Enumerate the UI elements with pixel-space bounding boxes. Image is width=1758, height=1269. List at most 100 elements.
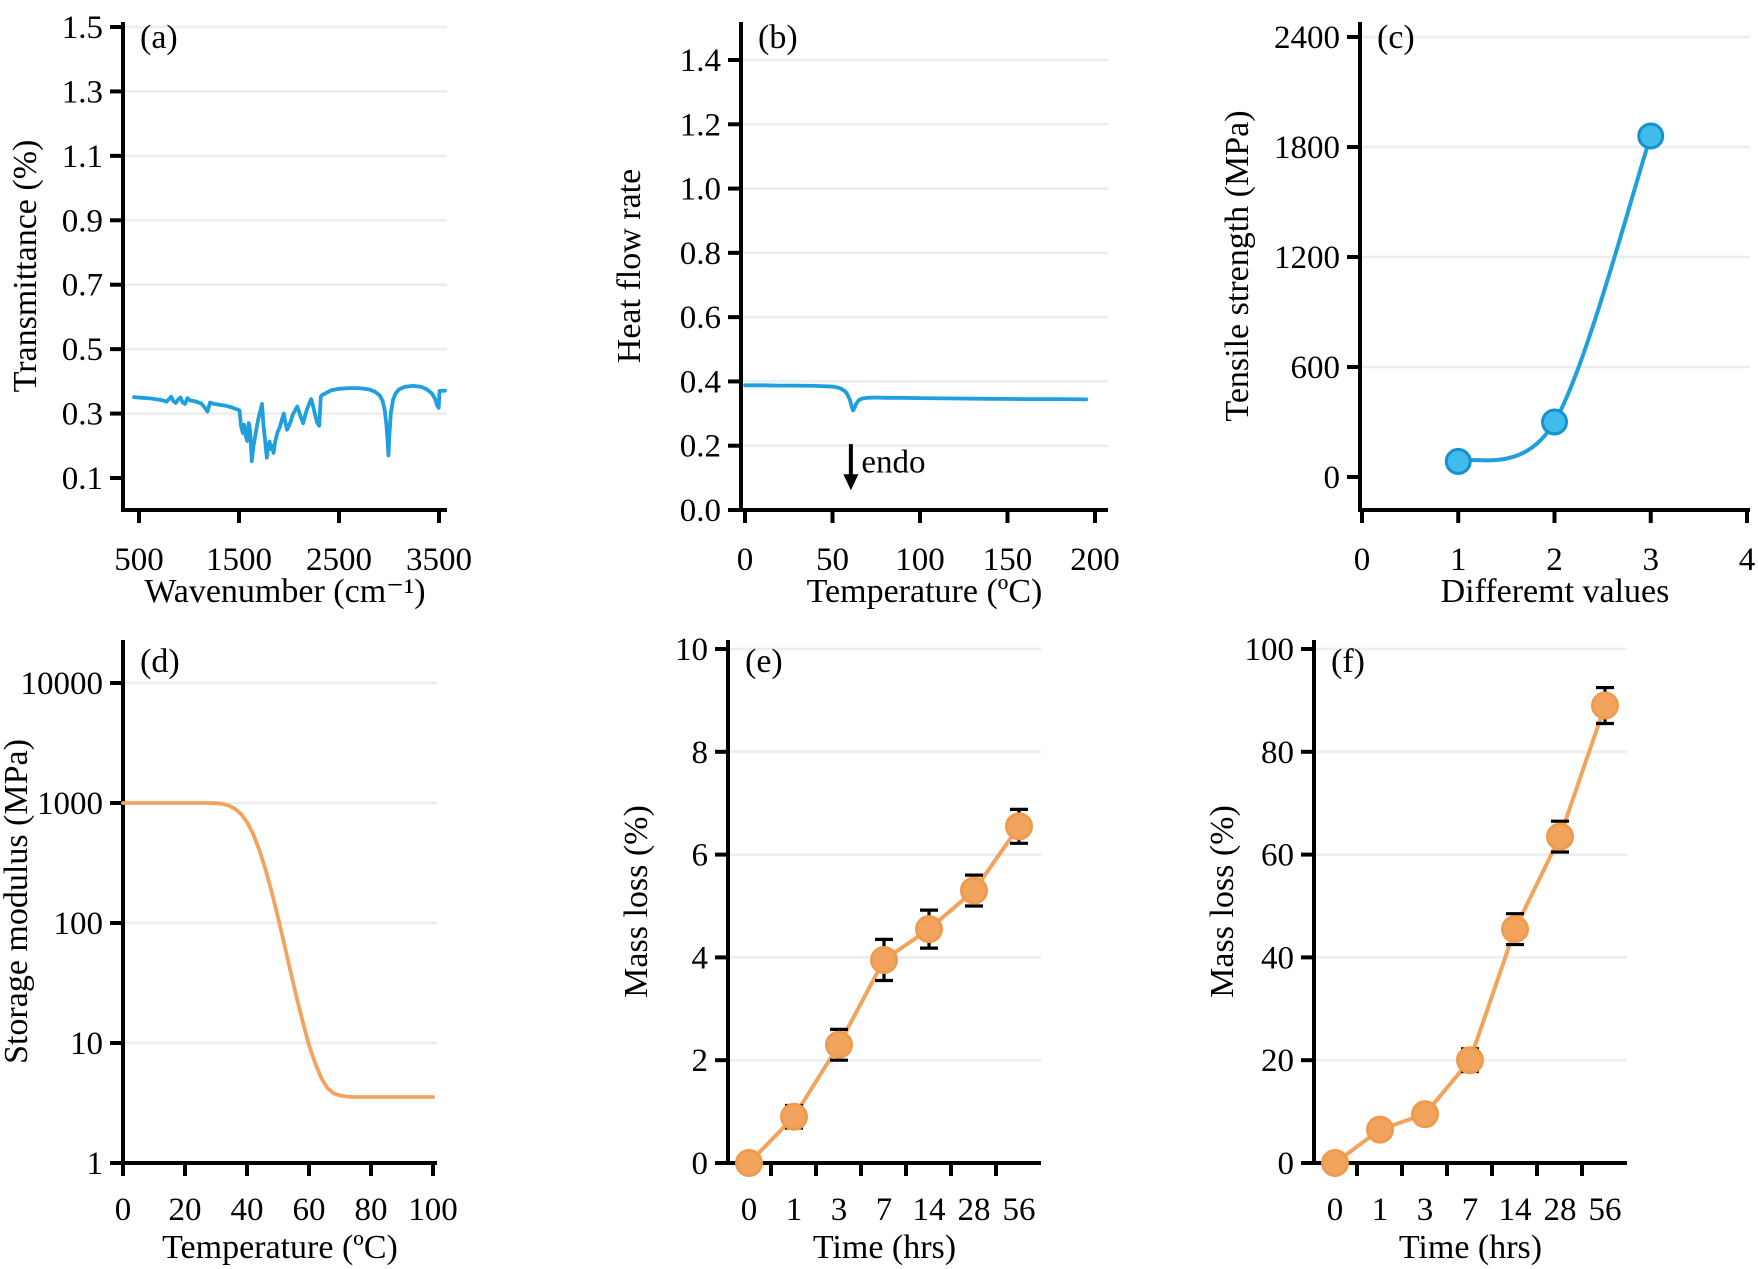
x-tick-label: 3 — [1643, 542, 1660, 578]
y-tick-label: 8 — [692, 735, 709, 771]
y-tick-label: 1000 — [37, 786, 103, 822]
x-tick-label: 14 — [1499, 1192, 1532, 1228]
panel-letter: (c) — [1377, 19, 1415, 56]
x-tick-label: 40 — [231, 1192, 264, 1228]
x-tick-label: 2500 — [306, 542, 372, 578]
data-point-marker — [1541, 408, 1568, 436]
panel-letter: (f) — [1331, 643, 1365, 680]
panel-c: 0 1 2 3 4 0 600 1200 1800 2400 (c) Differemt values… — [1219, 19, 1755, 610]
y-axis-label: Tensile strength (MPa) — [1219, 110, 1256, 421]
x-tick-label: 100 — [895, 542, 945, 578]
panel-letter: (b) — [758, 19, 798, 56]
x-tick-label: 7 — [876, 1192, 893, 1228]
data-point-marker — [915, 915, 943, 944]
x-axis-label: Wavenumber (cm⁻¹) — [144, 573, 425, 610]
x-tick-label: 7 — [1462, 1192, 1479, 1228]
panel-letter: (e) — [745, 643, 783, 680]
y-tick-label: 1800 — [1274, 130, 1340, 166]
y-axis-label: Mass loss (%) — [1204, 805, 1241, 998]
y-tick-label: 0.9 — [62, 203, 103, 239]
panel-a: 500 1500 2500 3500 0.1 0.3 0.5 0.7 0.9 1.1 1.3 1.5 (… — [7, 10, 472, 610]
y-tick-label: 0.4 — [680, 364, 721, 400]
x-axis-label: Temperature (ºC) — [162, 1229, 398, 1266]
y-tick-label: 6 — [692, 838, 709, 874]
series-line-0 — [121, 801, 435, 1099]
x-tick-label: 0 — [1354, 542, 1371, 578]
data-point-marker — [1444, 447, 1472, 475]
x-tick-label: 80 — [355, 1192, 388, 1228]
y-tick-label: 10 — [70, 1026, 103, 1062]
x-tick-label: 0 — [115, 1192, 132, 1228]
x-tick-label: 1500 — [206, 542, 272, 578]
y-tick-label: 0.0 — [680, 493, 721, 529]
y-tick-label: 1.5 — [62, 10, 103, 46]
data-point-marker — [1411, 1100, 1439, 1129]
x-tick-label: 50 — [816, 542, 849, 578]
y-tick-label: 0.6 — [680, 300, 721, 336]
x-tick-label: 56 — [1003, 1192, 1036, 1228]
y-tick-label: 0.7 — [62, 268, 103, 304]
x-axis-label: Temperature (ºC) — [807, 573, 1043, 610]
y-tick-label: 1.1 — [62, 139, 103, 175]
data-point-marker — [1546, 822, 1574, 851]
y-tick-label: 0 — [1324, 460, 1341, 496]
data-point-marker — [735, 1149, 763, 1177]
y-tick-label: 100 — [54, 906, 104, 942]
series-line-0 — [132, 384, 447, 464]
panel-d: 0 20 40 60 80 100 1 10 100 1000 10000 (d) Temperatur… — [0, 640, 458, 1266]
data-point-marker — [1591, 691, 1619, 720]
x-tick-label: 3500 — [406, 542, 472, 578]
data-point-marker — [1005, 812, 1033, 841]
x-tick-label: 60 — [293, 1192, 326, 1228]
y-tick-label: 2400 — [1274, 20, 1340, 56]
x-tick-label: 500 — [114, 542, 164, 578]
data-point-marker — [870, 945, 898, 974]
x-tick-label: 2 — [1546, 542, 1563, 578]
y-tick-label: 1.0 — [680, 172, 721, 208]
x-tick-label: 200 — [1070, 542, 1120, 578]
panel-b: 0 50 100 150 200 0.0 0.2 0.4 0.6 0.8 1.0 1.2 1.4 endo… — [611, 19, 1120, 610]
x-tick-label: 20 — [169, 1192, 202, 1228]
data-point-marker — [1366, 1115, 1394, 1144]
x-axis-label: Time (hrs) — [1399, 1229, 1542, 1266]
y-axis-label: Heat flow rate — [611, 169, 648, 363]
x-axis-label: Differemt values — [1441, 573, 1670, 610]
panel-letter: (d) — [140, 643, 180, 680]
y-tick-label: 0.1 — [62, 461, 103, 497]
x-tick-label: 1 — [1372, 1192, 1389, 1228]
y-tick-label: 40 — [1261, 940, 1294, 976]
x-tick-label: 1 — [786, 1192, 803, 1228]
y-tick-label: 0.8 — [680, 236, 721, 272]
y-axis-label: Mass loss (%) — [618, 805, 655, 998]
panel-letter: (a) — [140, 19, 178, 56]
x-tick-label: 28 — [1544, 1192, 1577, 1228]
y-tick-label: 4 — [692, 940, 709, 976]
y-tick-label: 1.3 — [62, 74, 103, 110]
y-tick-label: 1200 — [1274, 240, 1340, 276]
data-line — [1457, 135, 1653, 464]
data-point-marker — [1321, 1149, 1349, 1177]
x-tick-label: 4 — [1739, 542, 1756, 578]
x-tick-label: 0 — [741, 1192, 758, 1228]
x-tick-label: 100 — [408, 1192, 458, 1228]
y-axis-label: Transmittance (%) — [7, 140, 44, 393]
x-tick-label: 0 — [737, 542, 754, 578]
data-line — [1333, 704, 1607, 1165]
x-tick-label: 0 — [1327, 1192, 1344, 1228]
x-tick-label: 150 — [983, 542, 1033, 578]
y-axis-label: Storage modulus (MPa) — [0, 739, 35, 1064]
y-tick-label: 0.2 — [680, 429, 721, 465]
y-tick-label: 60 — [1261, 838, 1294, 874]
x-tick-label: 3 — [831, 1192, 848, 1228]
data-point-marker — [1501, 915, 1529, 944]
y-tick-label: 10 — [675, 632, 708, 668]
x-tick-label: 56 — [1589, 1192, 1622, 1228]
x-axis-label: Time (hrs) — [813, 1229, 956, 1266]
endo-label: endo — [861, 444, 925, 480]
data-point-marker — [1637, 122, 1665, 150]
data-point-marker — [780, 1102, 808, 1131]
y-tick-label: 0.3 — [62, 397, 103, 433]
